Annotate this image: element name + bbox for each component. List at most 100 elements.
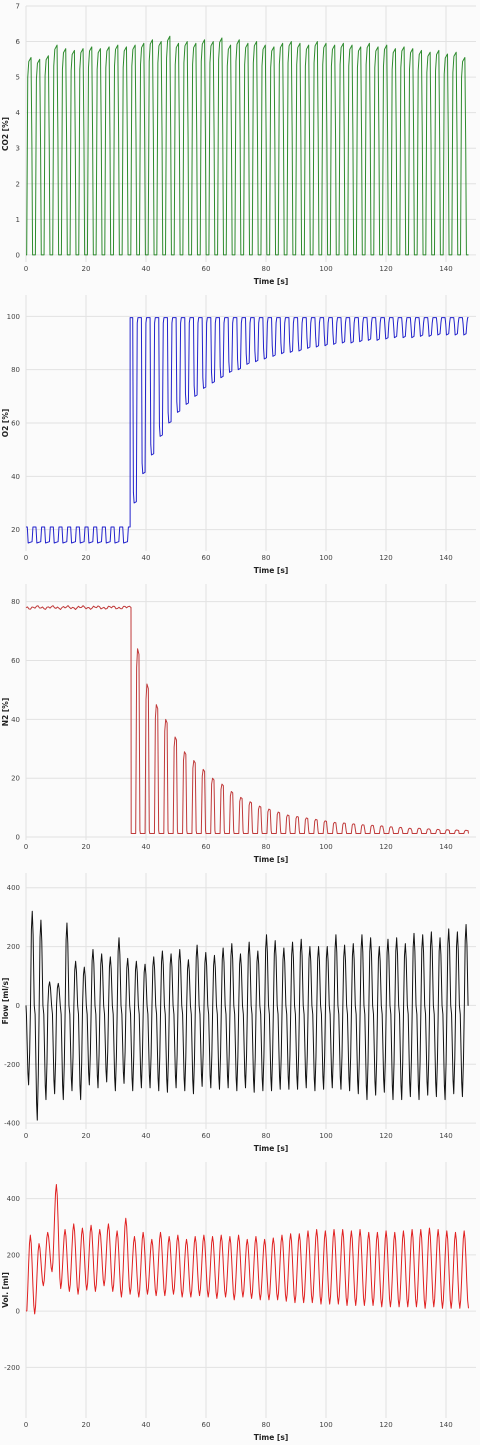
y-tick-label: 400 <box>7 884 20 892</box>
x-tick-label: 140 <box>439 265 452 273</box>
x-tick-label: 60 <box>202 265 211 273</box>
o2-series-line <box>26 317 469 544</box>
x-tick-label: 0 <box>24 843 28 851</box>
x-tick-label: 120 <box>379 1132 392 1140</box>
chart-background <box>0 867 480 1156</box>
y-tick-label: 200 <box>7 943 20 951</box>
flow-chart-panel: 0 20 40 60 80 100 120 140 -400 -200 0 200 400 Time [s… <box>0 867 480 1156</box>
y-tick-label: 400 <box>7 1195 20 1203</box>
chart-background <box>0 578 480 867</box>
volume-chart-panel: 0 20 40 60 80 100 120 140 -200 0 200 400 Time [s] Vol… <box>0 1156 480 1445</box>
x-tick-label: 140 <box>439 1132 452 1140</box>
x-axis-label: Time [s] <box>254 277 289 286</box>
grid-lines <box>25 1162 476 1418</box>
o2-chart-panel: 0 20 40 60 80 100 120 140 20 40 60 80 100 Time [s] O2 … <box>0 289 480 578</box>
x-tick-label: 60 <box>202 554 211 562</box>
n2-series-line <box>25 605 469 835</box>
y-tick-label: 40 <box>11 473 20 481</box>
x-tick-label: 120 <box>379 843 392 851</box>
y-tick-label: 6 <box>16 38 21 46</box>
y-tick-label: 60 <box>11 420 20 428</box>
chart-background <box>0 289 480 578</box>
y-tick-label: 100 <box>7 313 20 321</box>
o2-chart-svg: 0 20 40 60 80 100 120 140 20 40 60 80 100 Time [s] O2 … <box>0 289 480 578</box>
x-tick-label: 120 <box>379 1421 392 1429</box>
x-tick-label: 20 <box>82 1421 91 1429</box>
y-tick-label: 20 <box>11 526 20 534</box>
x-tick-label: 60 <box>202 843 211 851</box>
x-tick-label: 0 <box>24 265 28 273</box>
y-tick-label: 3 <box>16 145 20 153</box>
x-tick-label: 20 <box>82 843 91 851</box>
vol-series-line <box>25 1184 469 1315</box>
y-tick-label: 1 <box>16 216 20 224</box>
y-tick-label: 40 <box>11 716 20 724</box>
x-tick-label: 40 <box>142 1132 151 1140</box>
x-tick-label: 80 <box>262 554 271 562</box>
x-tick-label: 100 <box>319 265 332 273</box>
x-axis-label: Time [s] <box>254 1144 289 1153</box>
x-tick-label: 140 <box>439 1421 452 1429</box>
flow-series-line <box>25 910 469 1121</box>
grid-lines <box>25 873 476 1129</box>
x-tick-label: 40 <box>142 1421 151 1429</box>
y-tick-label: 0 <box>16 834 20 842</box>
co2-chart-panel: 0 20 40 60 80 100 120 140 0 1 2 3 4 5 6 7 Time [s] CO2 [%… <box>0 0 480 289</box>
y-axis-label: N2 [%] <box>1 698 10 726</box>
y-tick-label: 0 <box>16 251 20 259</box>
y-axis-label: O2 [%] <box>1 409 10 438</box>
n2-chart-panel: 0 20 40 60 80 100 120 140 0 20 40 60 80 Time [s] N2 [%… <box>0 578 480 867</box>
x-tick-label: 0 <box>24 554 28 562</box>
x-tick-label: 80 <box>262 265 271 273</box>
y-axis-label: Vol. [ml] <box>1 1272 10 1308</box>
x-tick-label: 80 <box>262 843 271 851</box>
y-tick-label: 80 <box>11 598 20 606</box>
x-axis-label: Time [s] <box>254 1433 289 1442</box>
x-tick-label: 140 <box>439 554 452 562</box>
x-tick-label: 120 <box>379 265 392 273</box>
x-tick-label: 60 <box>202 1132 211 1140</box>
y-tick-label: -200 <box>4 1061 20 1069</box>
x-tick-label: 100 <box>319 554 332 562</box>
y-tick-label: 200 <box>7 1251 20 1259</box>
x-tick-label: 20 <box>82 265 91 273</box>
y-tick-label: 0 <box>16 1002 20 1010</box>
vol-chart-svg: 0 20 40 60 80 100 120 140 -200 0 200 400 Time [s] Vol… <box>0 1156 480 1445</box>
x-tick-label: 0 <box>24 1421 28 1429</box>
x-tick-label: 20 <box>82 1132 91 1140</box>
flow-chart-svg: 0 20 40 60 80 100 120 140 -400 -200 0 200 400 Time [s… <box>0 867 480 1156</box>
y-tick-label: 20 <box>11 775 20 783</box>
co2-chart-svg: 0 20 40 60 80 100 120 140 0 1 2 3 4 5 6 7 Time [s] CO2 [%… <box>0 0 480 289</box>
y-axis-label: Flow [ml/s] <box>1 978 10 1025</box>
grid-lines <box>25 584 476 840</box>
x-tick-label: 120 <box>379 554 392 562</box>
y-tick-label: 2 <box>16 180 20 188</box>
y-tick-label: 5 <box>16 74 20 82</box>
y-axis-label: CO2 [%] <box>1 117 10 151</box>
x-tick-label: 100 <box>319 843 332 851</box>
x-tick-label: 40 <box>142 843 151 851</box>
x-tick-label: 40 <box>142 265 151 273</box>
x-tick-label: 0 <box>24 1132 28 1140</box>
y-tick-label: -200 <box>4 1364 20 1372</box>
x-axis-label: Time [s] <box>254 566 289 575</box>
y-tick-label: 80 <box>11 366 20 374</box>
y-tick-label: 0 <box>16 1308 20 1316</box>
x-tick-label: 60 <box>202 1421 211 1429</box>
n2-chart-svg: 0 20 40 60 80 100 120 140 0 20 40 60 80 Time [s] N2 [%… <box>0 578 480 867</box>
x-tick-label: 40 <box>142 554 151 562</box>
x-axis-label: Time [s] <box>254 855 289 864</box>
x-tick-label: 100 <box>319 1421 332 1429</box>
x-tick-label: 140 <box>439 843 452 851</box>
y-tick-label: 4 <box>16 109 21 117</box>
y-tick-label: 60 <box>11 657 20 665</box>
x-tick-label: 100 <box>319 1132 332 1140</box>
x-tick-label: 80 <box>262 1421 271 1429</box>
y-tick-label: 7 <box>16 3 20 11</box>
y-tick-label: -400 <box>4 1120 20 1128</box>
co2-series-line <box>26 35 469 256</box>
x-tick-label: 80 <box>262 1132 271 1140</box>
x-tick-label: 20 <box>82 554 91 562</box>
grid-lines <box>25 5 476 262</box>
